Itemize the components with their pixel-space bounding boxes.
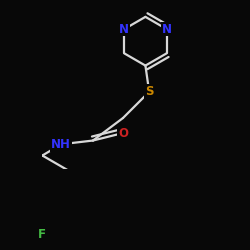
Text: NH: NH [51,138,71,151]
Text: N: N [162,22,172,36]
Text: S: S [145,85,154,98]
Text: O: O [118,126,128,140]
Text: N: N [119,22,129,36]
Text: F: F [38,228,46,241]
